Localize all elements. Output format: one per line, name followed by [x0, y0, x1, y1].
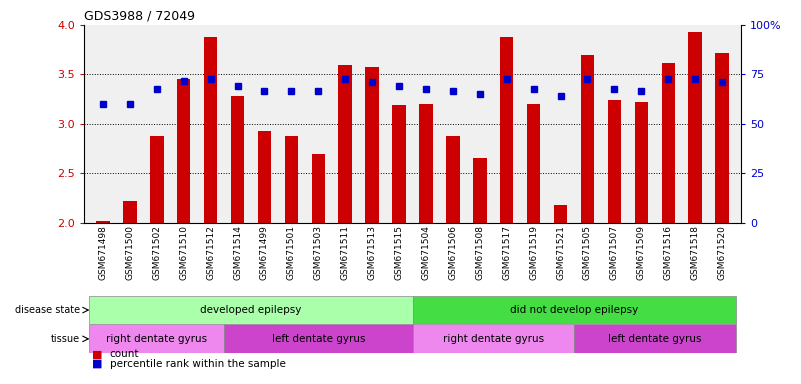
Text: GDS3988 / 72049: GDS3988 / 72049: [84, 9, 195, 22]
Bar: [204, 37, 217, 223]
Text: count: count: [110, 349, 139, 359]
Text: ■: ■: [92, 349, 103, 359]
Bar: [688, 32, 702, 223]
Bar: [715, 53, 729, 223]
Bar: [123, 201, 137, 223]
Text: percentile rank within the sample: percentile rank within the sample: [110, 359, 286, 369]
Bar: [634, 102, 648, 223]
Text: tissue: tissue: [51, 334, 80, 344]
Text: did not develop epilepsy: did not develop epilepsy: [510, 305, 638, 315]
Bar: [96, 221, 110, 223]
Bar: [224, 324, 413, 353]
Bar: [608, 100, 621, 223]
Bar: [419, 104, 433, 223]
Bar: [150, 136, 163, 223]
Bar: [90, 324, 224, 353]
Text: right dentate gyrus: right dentate gyrus: [443, 334, 544, 344]
Bar: [553, 205, 567, 223]
Text: right dentate gyrus: right dentate gyrus: [107, 334, 207, 344]
Bar: [90, 296, 413, 324]
Text: developed epilepsy: developed epilepsy: [200, 305, 302, 315]
Bar: [473, 159, 486, 223]
Bar: [312, 154, 325, 223]
Bar: [413, 324, 574, 353]
Text: left dentate gyrus: left dentate gyrus: [272, 334, 365, 344]
Bar: [581, 55, 594, 223]
Bar: [365, 68, 379, 223]
Bar: [177, 79, 191, 223]
Bar: [662, 63, 675, 223]
Bar: [231, 96, 244, 223]
Bar: [527, 104, 541, 223]
Bar: [284, 136, 298, 223]
Bar: [446, 136, 460, 223]
Text: ■: ■: [92, 359, 103, 369]
Bar: [574, 324, 735, 353]
Bar: [258, 131, 272, 223]
Bar: [392, 105, 406, 223]
Text: left dentate gyrus: left dentate gyrus: [608, 334, 702, 344]
Text: disease state: disease state: [15, 305, 80, 315]
Bar: [500, 37, 513, 223]
Bar: [413, 296, 735, 324]
Bar: [339, 65, 352, 223]
